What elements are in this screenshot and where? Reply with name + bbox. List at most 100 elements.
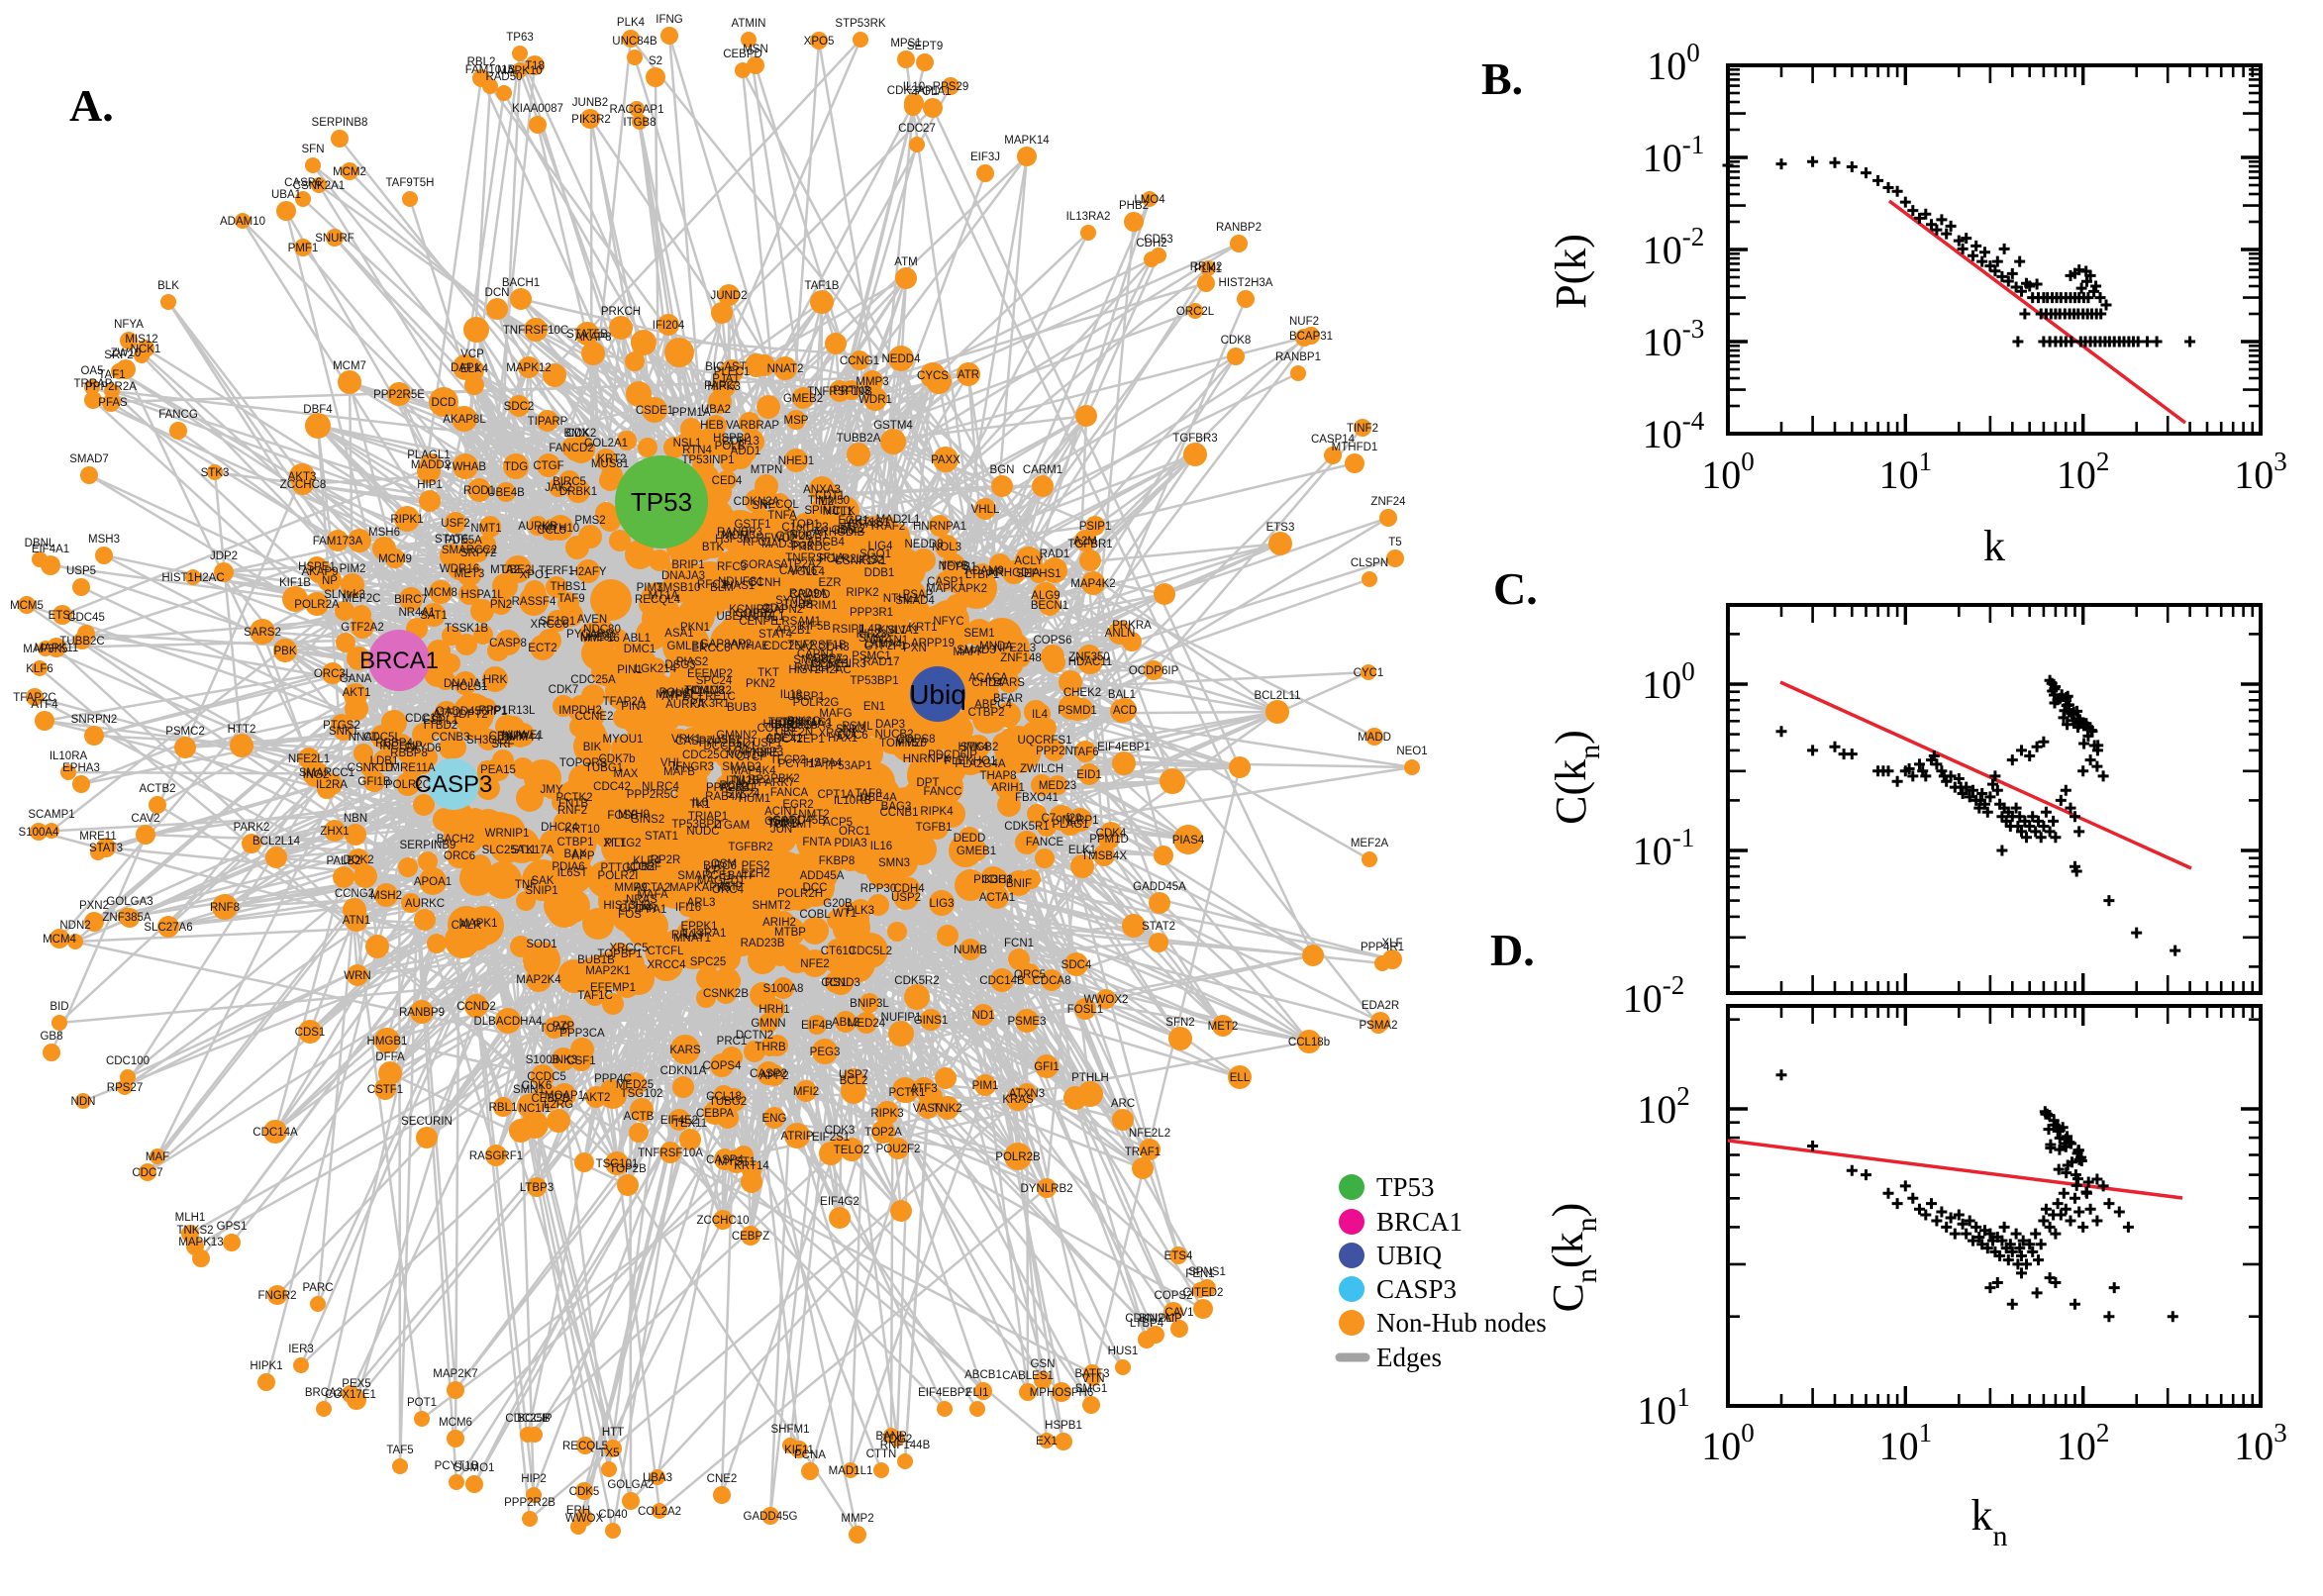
svg-text:PFS2: PFS2 bbox=[742, 860, 770, 872]
svg-text:ANXA3: ANXA3 bbox=[803, 484, 841, 496]
svg-text:PPP3R1: PPP3R1 bbox=[850, 607, 893, 619]
svg-text:CEBPA: CEBPA bbox=[696, 1108, 734, 1120]
svg-text:ORC5: ORC5 bbox=[1014, 969, 1046, 981]
svg-text:BNIP3L: BNIP3L bbox=[850, 998, 889, 1010]
svg-text:RBBP4: RBBP4 bbox=[375, 738, 413, 749]
svg-text:BECN1: BECN1 bbox=[1031, 600, 1068, 612]
svg-text:P(k): P(k) bbox=[1547, 234, 1595, 309]
svg-text:T5: T5 bbox=[1388, 537, 1401, 549]
svg-text:PEG3: PEG3 bbox=[810, 1047, 841, 1058]
svg-text:MAP4K2: MAP4K2 bbox=[1070, 578, 1115, 590]
svg-text:CTBP1: CTBP1 bbox=[556, 837, 593, 848]
svg-text:HMGB2: HMGB2 bbox=[959, 742, 999, 753]
svg-text:APOA1: APOA1 bbox=[414, 876, 452, 888]
svg-text:KP1: KP1 bbox=[705, 865, 727, 877]
svg-text:STAT4: STAT4 bbox=[758, 629, 793, 641]
svg-text:PIK3R2: PIK3R2 bbox=[571, 114, 611, 126]
svg-text:PSMA2: PSMA2 bbox=[1360, 1020, 1398, 1032]
svg-text:BFAR: BFAR bbox=[993, 693, 1023, 705]
svg-text:PDE5A: PDE5A bbox=[445, 535, 482, 547]
svg-text:GSTM4: GSTM4 bbox=[873, 420, 913, 432]
svg-text:CCL18: CCL18 bbox=[706, 1091, 742, 1103]
svg-text:LTBP4: LTBP4 bbox=[1130, 1318, 1164, 1330]
svg-text:UBE2I: UBE2I bbox=[501, 564, 534, 576]
svg-text:ABCB1: ABCB1 bbox=[964, 1369, 1002, 1381]
svg-text:USP7: USP7 bbox=[839, 1069, 868, 1081]
svg-text:TFAP2A: TFAP2A bbox=[603, 696, 646, 708]
svg-text:CYC1: CYC1 bbox=[1354, 667, 1384, 679]
svg-text:RAD23B: RAD23B bbox=[741, 938, 785, 949]
svg-text:BAL2: BAL2 bbox=[838, 524, 865, 536]
svg-text:RAD1: RAD1 bbox=[1040, 549, 1070, 560]
svg-text:AURKC: AURKC bbox=[405, 898, 445, 910]
svg-text:TAF1B: TAF1B bbox=[805, 280, 840, 292]
svg-text:NR4A1: NR4A1 bbox=[398, 607, 435, 619]
svg-text:RANBP9: RANBP9 bbox=[399, 1007, 445, 1019]
svg-text:BIRC5: BIRC5 bbox=[553, 476, 586, 488]
svg-text:ACTB: ACTB bbox=[624, 1111, 655, 1123]
svg-text:MEF2A: MEF2A bbox=[1351, 838, 1389, 849]
svg-text:POU2F2: POU2F2 bbox=[876, 1144, 921, 1155]
svg-text:PLAGL1: PLAGL1 bbox=[407, 449, 450, 461]
svg-text:SIVA1: SIVA1 bbox=[887, 625, 919, 637]
svg-text:TNFRSF10C: TNFRSF10C bbox=[503, 325, 568, 337]
svg-text:CASP3: CASP3 bbox=[415, 771, 493, 798]
svg-text:ATR: ATR bbox=[958, 369, 979, 381]
svg-text:DHC24: DHC24 bbox=[541, 822, 578, 834]
svg-text:RFC3: RFC3 bbox=[717, 561, 747, 573]
svg-text:MAP2K7: MAP2K7 bbox=[433, 1368, 477, 1380]
svg-text:IL13RA2: IL13RA2 bbox=[1066, 211, 1111, 223]
svg-text:BGN: BGN bbox=[990, 464, 1015, 476]
svg-text:GADD45G: GADD45G bbox=[744, 1511, 798, 1523]
svg-text:PTHLH: PTHLH bbox=[1071, 1072, 1109, 1084]
svg-text:ACTA2: ACTA2 bbox=[635, 882, 670, 894]
svg-text:JNK3: JNK3 bbox=[550, 1054, 577, 1066]
svg-text:MAP2K4: MAP2K4 bbox=[516, 974, 561, 986]
svg-text:ARIH2: ARIH2 bbox=[762, 917, 796, 929]
svg-text:NLRP1: NLRP1 bbox=[1061, 815, 1098, 827]
svg-text:CDS1: CDS1 bbox=[295, 1027, 326, 1039]
svg-text:NHEJ1: NHEJ1 bbox=[778, 455, 814, 467]
svg-text:JUND2: JUND2 bbox=[710, 290, 747, 302]
svg-text:SOD1: SOD1 bbox=[526, 939, 556, 950]
svg-text:GSN: GSN bbox=[1031, 1358, 1056, 1370]
svg-text:PIM2: PIM2 bbox=[340, 563, 366, 575]
svg-text:MAPK10: MAPK10 bbox=[497, 65, 542, 77]
svg-text:CASP8: CASP8 bbox=[489, 638, 527, 649]
svg-text:MAPK11: MAPK11 bbox=[35, 643, 79, 654]
svg-text:NFYA: NFYA bbox=[114, 319, 144, 331]
svg-text:PPP4C: PPP4C bbox=[594, 1073, 632, 1085]
svg-text:CDK8: CDK8 bbox=[1221, 335, 1252, 347]
svg-text:MAD1L1: MAD1L1 bbox=[829, 1465, 873, 1477]
svg-text:MAPK13: MAPK13 bbox=[178, 1237, 223, 1248]
svg-text:WDR16: WDR16 bbox=[440, 563, 479, 575]
svg-text:PPM1A: PPM1A bbox=[672, 407, 711, 419]
svg-text:DAP3: DAP3 bbox=[875, 719, 905, 731]
svg-text:AKAP8L: AKAP8L bbox=[443, 414, 486, 426]
svg-text:ACTA1: ACTA1 bbox=[979, 892, 1015, 904]
svg-text:CT610: CT610 bbox=[821, 946, 856, 957]
svg-text:CDC25A2: CDC25A2 bbox=[763, 641, 815, 652]
svg-text:CCND2: CCND2 bbox=[456, 1001, 496, 1013]
svg-text:CDH1: CDH1 bbox=[981, 874, 1012, 886]
svg-text:EIF4EBP1: EIF4EBP1 bbox=[1097, 742, 1151, 753]
svg-text:SMAD3: SMAD3 bbox=[957, 645, 996, 656]
svg-text:LIG4: LIG4 bbox=[868, 541, 894, 552]
svg-text:CDC14A: CDC14A bbox=[252, 1127, 298, 1139]
svg-text:RASSF4: RASSF4 bbox=[512, 596, 556, 608]
svg-text:NNAT2: NNAT2 bbox=[767, 363, 804, 375]
svg-text:PBK: PBK bbox=[273, 646, 296, 657]
svg-text:Edges: Edges bbox=[1376, 1343, 1442, 1372]
svg-text:MAPK1: MAPK1 bbox=[459, 918, 498, 930]
svg-text:KLF6: KLF6 bbox=[26, 663, 53, 675]
svg-text:GMNN: GMNN bbox=[751, 1018, 785, 1030]
svg-text:VRK1: VRK1 bbox=[671, 734, 701, 746]
svg-text:FOSB: FOSB bbox=[607, 810, 639, 822]
svg-text:DCTN2: DCTN2 bbox=[736, 1030, 773, 1042]
svg-text:SFN2: SFN2 bbox=[1165, 1017, 1194, 1029]
svg-text:IL4: IL4 bbox=[1032, 709, 1049, 721]
svg-text:DSG3: DSG3 bbox=[664, 659, 695, 671]
svg-text:NEDD8: NEDD8 bbox=[905, 539, 944, 550]
svg-text:PN2: PN2 bbox=[490, 599, 512, 611]
svg-text:IL2: IL2 bbox=[818, 496, 834, 508]
